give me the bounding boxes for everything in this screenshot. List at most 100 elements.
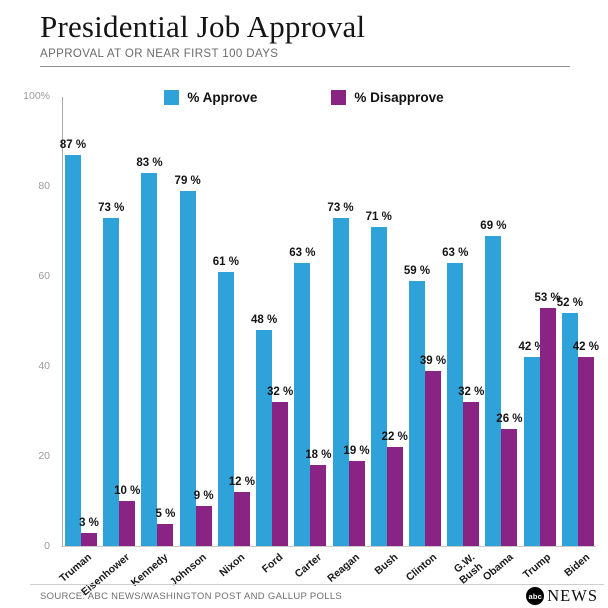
bar-group: 48 % 32 % [251, 97, 293, 546]
approve-bar: 63 % [442, 247, 468, 546]
x-category-label: Ford [259, 551, 286, 576]
bar-group: 59 % 39 % [404, 97, 446, 546]
abc-logo-icon: abc [526, 587, 545, 605]
bar-groups: 87 % 3 % 73 % 10 % 83 % 5 % 79 % 9 % 61 % 12 % 48 … [60, 97, 599, 547]
y-tick-label: 40 [38, 360, 50, 372]
bar-value-label: 42 % [572, 341, 599, 354]
x-category-label: Nixon [217, 551, 248, 580]
bar-value-label: 19 % [343, 444, 370, 457]
bar-value-label: 73 % [327, 202, 354, 215]
footer-divider [30, 584, 604, 585]
x-category-label: Kennedy [128, 551, 171, 589]
x-category-label: G.W. Bush [451, 551, 485, 587]
x-category-label: Johnson [167, 551, 209, 589]
disapprove-bar: 19 % [343, 445, 370, 546]
disapprove-bar: 39 % [420, 355, 446, 546]
bar-value-label: 10 % [114, 485, 141, 498]
bar-value-label: 53 % [534, 292, 561, 305]
disapprove-bar: 32 % [458, 386, 484, 546]
bar-value-label: 32 % [458, 386, 485, 399]
approve-bar: 79 % [175, 175, 201, 546]
bar-value-label: 63 % [442, 247, 469, 260]
bar-group: 52 % 42 % [557, 97, 599, 546]
approve-bar: 42 % [519, 341, 545, 546]
bar-value-label: 48 % [250, 314, 278, 327]
bar-value-label: 42 % [518, 341, 545, 354]
bar-value-label: 32 % [266, 386, 294, 399]
disapprove-bar: 53 % [535, 292, 561, 546]
bar-value-label: 69 % [480, 220, 507, 233]
bar-group: 61 % 12 % [213, 97, 255, 546]
disapprove-bar: 22 % [382, 431, 408, 546]
legend-swatch-icon [164, 90, 180, 105]
approve-bar: 87 % [60, 139, 86, 546]
chart-legend: % Approve % Disapprove [0, 90, 608, 105]
disapprove-bar: 5 % [156, 508, 175, 546]
bar-group: 79 % 9 % [175, 97, 214, 546]
chart-header: Presidential Job Approval APPROVAL AT OR… [40, 9, 572, 68]
bar-value-label: 73 % [98, 202, 125, 215]
approve-bar: 52 % [557, 297, 583, 546]
y-tick-label: 0 [44, 540, 50, 552]
bar-value-label: 63 % [289, 247, 316, 260]
bar-value-label: 22 % [381, 431, 408, 444]
header-divider [40, 66, 570, 68]
plot-area: 87 % 3 % 73 % 10 % 83 % 5 % 79 % 9 % 61 % 12 % 48 … [60, 97, 599, 547]
y-axis: 100% 80 60 40 20 0 [0, 90, 56, 552]
bar-group: 73 % 19 % [327, 97, 370, 546]
abc-news-wordmark: NEWS [547, 586, 598, 605]
disapprove-bar: 32 % [267, 386, 293, 546]
x-category-label: Obama [480, 551, 516, 584]
disapprove-bar: 18 % [305, 449, 331, 546]
x-axis-labels: Truman Eisenhower Kennedy Johnson Nixon Ford C… [57, 551, 596, 599]
bar-value-label: 59 % [403, 265, 431, 278]
y-tick-label: 60 [38, 270, 50, 282]
bar-value-label: 18 % [305, 449, 332, 462]
approve-bar: 61 % [213, 256, 239, 546]
bar-group: 71 % 22 % [366, 97, 408, 546]
bar-value-label: 79 % [174, 175, 201, 188]
bar-value-label: 83 % [136, 157, 163, 170]
x-category-label: Reagan [325, 551, 363, 585]
approve-bar: 59 % [404, 265, 430, 546]
y-tick-label: 20 [38, 450, 50, 462]
disapprove-bar: 10 % [114, 485, 140, 546]
y-tick-label: 100% [23, 90, 50, 102]
y-tick-label: 80 [38, 180, 50, 192]
x-category-label: Bush [372, 551, 401, 578]
source-credit: SOURCE: ABC NEWS/WASHINGTON POST AND GAL… [40, 591, 343, 602]
x-category-label: Eisenhower [79, 551, 133, 599]
x-category-label: Carter [292, 551, 324, 581]
bar-group: 87 % 3 % [60, 97, 99, 546]
bar-value-label: 52 % [556, 296, 583, 309]
approve-bar: 48 % [251, 314, 277, 546]
legend-label: % Approve [187, 90, 258, 105]
bar-value-label: 61 % [212, 256, 239, 269]
disapprove-bar: 26 % [496, 413, 523, 546]
bar-group: 63 % 18 % [289, 97, 331, 546]
bar-group: 83 % 5 % [136, 97, 175, 546]
approve-bar: 69 % [480, 220, 507, 546]
approve-bar: 73 % [98, 202, 124, 546]
bar-group: 69 % 26 % [480, 97, 523, 546]
page-subtitle: APPROVAL AT OR NEAR FIRST 100 DAYS [40, 48, 279, 61]
bar-value-label: 12 % [228, 476, 255, 489]
bar-value-label: 87 % [59, 139, 87, 152]
abc-news-logo: abc NEWS [526, 586, 598, 606]
disapprove-bar: 9 % [194, 490, 214, 546]
legend-item: % Approve [164, 90, 257, 105]
legend-item: % Disapprove [331, 90, 444, 105]
bar-value-label: 26 % [496, 413, 523, 426]
bar-value-label: 39 % [419, 354, 447, 367]
bar-group: 42 % 53 % [519, 97, 561, 546]
x-category-label: Clinton [403, 551, 439, 584]
page-title: Presidential Job Approval [40, 9, 366, 44]
legend-swatch-icon [331, 90, 347, 105]
disapprove-bar: 12 % [229, 476, 255, 546]
approve-bar: 63 % [289, 247, 315, 546]
disapprove-bar: 3 % [79, 517, 99, 546]
approve-bar: 71 % [366, 211, 392, 546]
disapprove-bar: 42 % [573, 341, 599, 546]
bar-value-label: 71 % [365, 211, 392, 224]
